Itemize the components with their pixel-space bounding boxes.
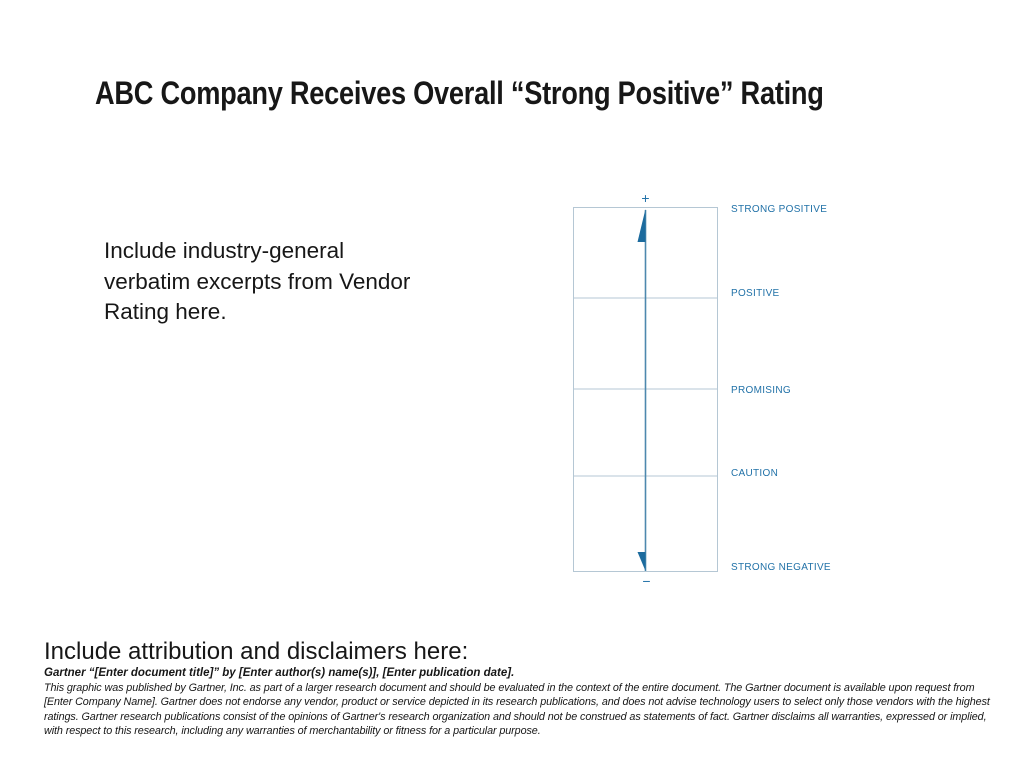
down-arrowhead-icon (637, 552, 646, 571)
body-placeholder-text: Include industry-general verbatim excerp… (104, 238, 411, 324)
slide-title: ABC Company Receives Overall “Strong Pos… (95, 75, 824, 111)
scale-label-strong-positive: STRONG POSITIVE (731, 204, 828, 215)
scale-label-caution: CAUTION (731, 468, 779, 479)
disclaimer-text: This graphic was published by Gartner, I… (44, 682, 990, 738)
scale-label-promising: PROMISING (731, 385, 791, 396)
plus-symbol: + (641, 190, 649, 206)
minus-symbol: − (642, 573, 650, 589)
scale-label-strong-negative: STRONG NEGATIVE (731, 562, 831, 573)
citation-line: Gartner “[Enter document title]” by [Ent… (44, 667, 515, 679)
rating-scale-diagram: + − (573, 190, 718, 589)
scale-label-positive: POSITIVE (731, 288, 780, 299)
attribution-heading: Include attribution and disclaimers here… (44, 638, 469, 665)
up-arrowhead-icon (637, 209, 646, 242)
